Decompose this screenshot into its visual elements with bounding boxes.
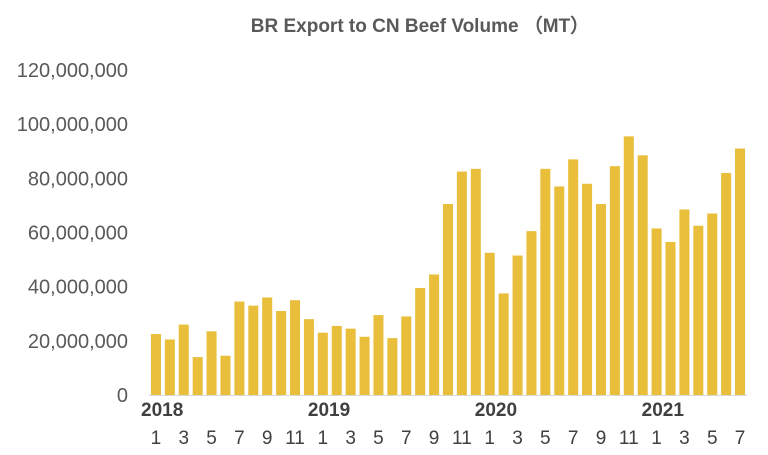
year-label: 2018: [141, 400, 183, 421]
bar-2021-4: [693, 225, 704, 395]
bar-2020-12: [637, 155, 648, 395]
bar-2019-5: [373, 315, 384, 395]
bar-2020-10: [609, 166, 620, 395]
bar-2018-8: [248, 305, 259, 396]
x-tick-label: 5: [540, 428, 551, 449]
y-tick-label: 0: [117, 385, 128, 407]
bar-2019-4: [359, 336, 370, 395]
x-tick-label: 11: [452, 428, 472, 449]
y-tick-label: 20,000,000: [28, 331, 128, 353]
bar-2021-6: [721, 172, 732, 395]
bar-2019-11: [456, 171, 467, 395]
x-tick-label: 7: [234, 428, 245, 449]
bar-2018-7: [234, 301, 245, 395]
bar-2020-6: [554, 186, 565, 395]
bar-2019-1: [317, 332, 328, 395]
x-tick-label: 7: [568, 428, 579, 449]
year-label: 2021: [642, 400, 685, 421]
bar-2020-2: [498, 293, 509, 395]
bar-2018-10: [276, 311, 287, 395]
bar-2019-10: [442, 204, 453, 395]
x-tick-label: 3: [345, 428, 356, 449]
bar-2018-6: [220, 355, 231, 395]
bar-2018-2: [164, 339, 175, 395]
bar-2020-8: [582, 183, 593, 395]
bar-2018-5: [206, 331, 217, 395]
bar-series: [150, 136, 746, 396]
bar-2020-9: [595, 204, 606, 395]
y-tick-label: 120,000,000: [17, 60, 128, 82]
x-tick-label: 1: [484, 428, 495, 449]
x-tick-label: 3: [679, 428, 690, 449]
x-tick-label: 11: [619, 428, 639, 449]
bar-2019-6: [387, 338, 398, 396]
x-tick-label: 3: [178, 428, 189, 449]
x-tick-label: 1: [651, 428, 662, 449]
y-tick-label: 40,000,000: [28, 277, 128, 299]
year-labels: 2018 2019 2020 2021: [141, 400, 684, 421]
bar-2019-7: [401, 316, 412, 395]
bar-2019-8: [415, 288, 426, 395]
x-tick-label: 9: [596, 428, 607, 449]
bar-2018-3: [178, 324, 189, 395]
x-axis-ticks: 1 3 5 7 9 11 1 3 5 7 9 11 1 3 5 7 9 11 1 3 5 7: [151, 428, 746, 449]
x-tick-label: 9: [262, 428, 273, 449]
bar-2018-1: [150, 334, 161, 395]
x-tick-label: 1: [318, 428, 329, 449]
y-tick-label: 60,000,000: [28, 223, 128, 245]
y-tick-label: 100,000,000: [17, 114, 128, 136]
x-tick-label: 7: [401, 428, 412, 449]
bar-2020-1: [484, 252, 495, 395]
x-tick-label: 5: [707, 428, 718, 449]
bar-2020-11: [623, 136, 634, 395]
y-axis-ticks: 0 20,000,000 40,000,000 60,000,000 80,000,00…: [17, 60, 128, 407]
x-tick-label: 5: [206, 428, 217, 449]
bar-2020-7: [568, 159, 579, 396]
x-tick-label: 1: [151, 428, 162, 449]
bar-2018-9: [262, 297, 273, 395]
bar-2019-2: [331, 325, 342, 395]
year-label: 2019: [308, 400, 350, 421]
bar-2021-1: [651, 228, 662, 395]
bar-2021-3: [679, 209, 690, 395]
bar-2021-5: [707, 213, 718, 395]
bar-2018-11: [290, 300, 301, 395]
bar-2019-3: [345, 328, 356, 395]
x-tick-label: 11: [285, 428, 305, 449]
x-tick-label: 7: [735, 428, 746, 449]
bar-2018-12: [303, 319, 314, 395]
bar-2018-4: [192, 357, 203, 395]
bar-2020-3: [512, 255, 523, 395]
bar-2021-7: [735, 148, 746, 395]
bar-2019-12: [470, 168, 481, 395]
y-tick-label: 80,000,000: [28, 168, 128, 190]
year-label: 2020: [475, 400, 517, 421]
chart-title: BR Export to CN Beef Volume （MT）: [251, 14, 590, 37]
bar-2019-9: [429, 274, 440, 395]
x-tick-label: 5: [373, 428, 384, 449]
bar-2020-5: [540, 168, 551, 395]
x-tick-label: 9: [429, 428, 440, 449]
bar-2020-4: [526, 231, 537, 395]
bar-2021-2: [665, 241, 676, 395]
x-tick-label: 3: [512, 428, 523, 449]
